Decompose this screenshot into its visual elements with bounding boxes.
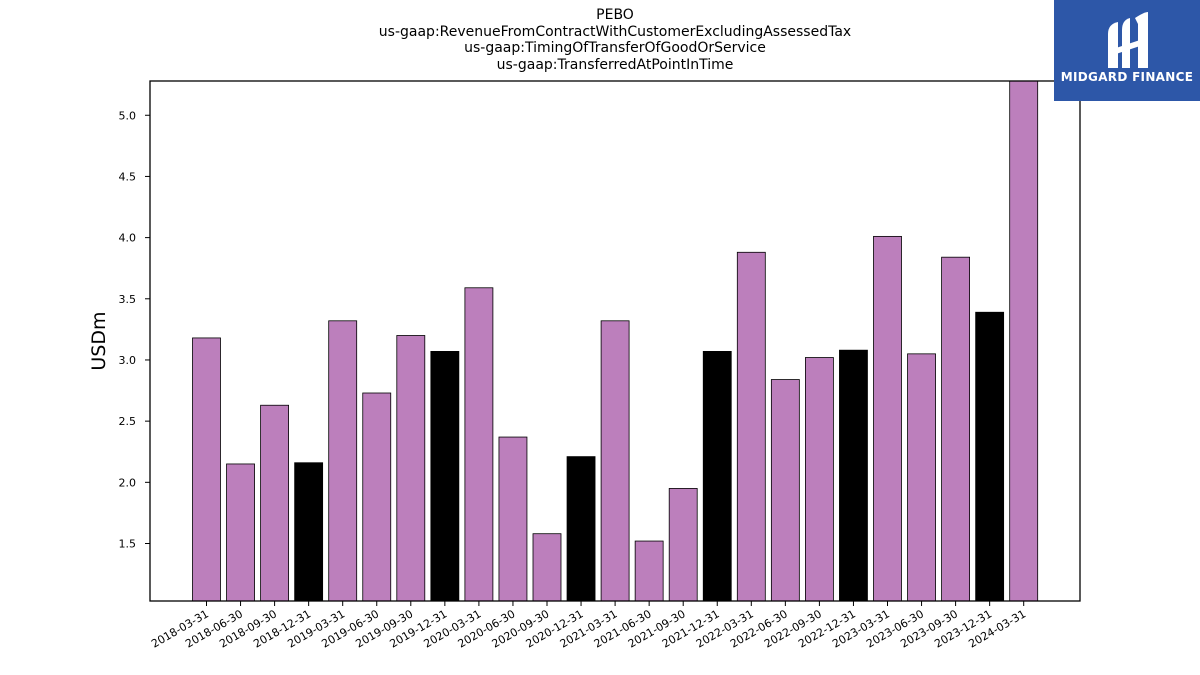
bar-2018-06-30	[226, 463, 255, 602]
y-axis-label: USDm	[88, 311, 110, 370]
bar-2018-09-30	[260, 404, 290, 602]
logo-text: MIDGARD FINANCE	[1060, 70, 1194, 84]
bar-2022-03-31	[736, 251, 766, 602]
chart-title-line-4: us-gaap:TransferredAtPointInTime	[496, 57, 734, 73]
bar-2019-12-31	[430, 350, 460, 602]
bar-2020-06-30	[498, 436, 528, 602]
bar-2019-06-30	[362, 392, 392, 602]
bar-2023-12-31	[975, 311, 1005, 602]
y-tick-label: 5.0	[119, 109, 137, 122]
y-tick-label: 4.0	[119, 232, 137, 245]
bar-2022-09-30	[805, 357, 834, 602]
y-tick-label: 1.5	[119, 537, 137, 550]
bar-2020-12-31	[566, 456, 596, 602]
bar-2023-03-31	[873, 235, 902, 602]
bar-2021-09-30	[668, 488, 698, 602]
bar-2021-06-30	[634, 540, 664, 602]
bar-2020-09-30	[532, 533, 562, 602]
bar-2022-06-30	[770, 379, 800, 602]
bar-2019-09-30	[396, 335, 426, 602]
y-tick-label: 2.5	[119, 415, 137, 428]
bar-2023-06-30	[907, 353, 936, 602]
bar-2022-12-31	[839, 349, 868, 602]
chart-title-line-2: us-gaap:RevenueFromContractWithCustomerE…	[378, 24, 852, 40]
y-tick-label: 3.0	[119, 354, 137, 367]
chart-title-line-1: PEBO	[596, 7, 634, 23]
y-tick-label: 4.5	[119, 170, 137, 183]
bar-2019-03-31	[328, 320, 358, 602]
logo-mark-icon	[1108, 12, 1148, 68]
midgard-finance-logo: MIDGARD FINANCE	[1054, 0, 1200, 101]
y-tick-label: 2.0	[119, 476, 137, 489]
bar-2024-03-31	[1009, 80, 1039, 602]
bar-2018-03-31	[192, 337, 221, 602]
bar-2023-09-30	[941, 256, 970, 602]
chart-title-line-3: us-gaap:TimingOfTransferOfGoodOrService	[464, 40, 766, 56]
y-tick-label: 3.5	[119, 293, 137, 306]
bar-2020-03-31	[464, 287, 494, 602]
bar-2018-12-31	[294, 462, 324, 602]
bar-2021-12-31	[702, 350, 732, 602]
bar-2021-03-31	[600, 320, 630, 602]
